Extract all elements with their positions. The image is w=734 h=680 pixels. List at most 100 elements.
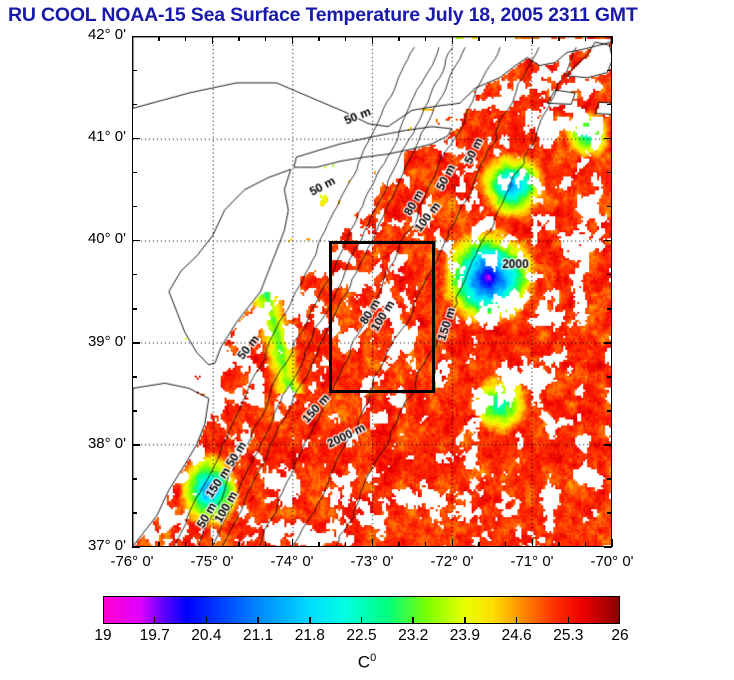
x-axis-top-minor-tick (504, 36, 507, 41)
y-axis-tick (132, 444, 140, 446)
colorbar-tick (515, 617, 518, 624)
y-axis-minor-tick (132, 308, 137, 310)
y-axis-label: 38° 0' (87, 434, 126, 452)
colorbar-tick (464, 617, 466, 624)
y-axis-minor-tick (132, 205, 137, 208)
x-axis-top-minor-tick (238, 36, 240, 41)
y-axis-tick (132, 137, 140, 140)
y-axis-label: 37° 0' (87, 537, 126, 554)
x-axis-top-minor-tick (318, 36, 320, 41)
colorbar-tick (360, 617, 363, 624)
colorbar-tick (257, 617, 259, 624)
sst-field-raster (133, 37, 611, 546)
y-axis-right-tick (604, 546, 612, 548)
y-axis-right-tick (604, 342, 612, 344)
colorbar-tick (567, 617, 570, 624)
x-axis-label: -75° 0' (190, 553, 234, 570)
units-degree-superscript: 0 (370, 652, 377, 664)
colorbar-tick-label: 26 (611, 627, 629, 644)
y-axis-label: 40° 0' (87, 230, 126, 248)
colorbar-tick-label: 21.1 (243, 627, 274, 644)
y-axis-minor-tick (132, 103, 137, 106)
y-axis-minor-tick (132, 410, 137, 412)
x-axis-tick (451, 539, 453, 547)
x-axis-top-minor-tick (478, 36, 480, 41)
y-axis-right-minor-tick (607, 410, 612, 412)
y-axis-right-minor-tick (607, 171, 612, 174)
x-axis-top-tick (531, 36, 533, 44)
colorbar-tick-label: 23.2 (398, 627, 429, 644)
colorbar-tick (205, 617, 208, 624)
y-axis-minor-tick (132, 273, 137, 276)
x-axis-top-tick (291, 36, 293, 44)
x-axis-top-minor-tick (344, 36, 347, 41)
colorbar-tick-label: 23.9 (449, 627, 480, 644)
x-axis-top-tick (131, 36, 133, 44)
y-axis-label: 42° 0' (87, 26, 126, 43)
x-axis-tick (211, 539, 213, 547)
y-axis-right-tick (604, 137, 612, 140)
x-axis-top-minor-tick (424, 36, 427, 41)
x-axis-top-minor-tick (558, 36, 560, 41)
colorbar-tick-label: 24.6 (501, 627, 532, 644)
x-axis-top-tick (451, 36, 453, 44)
y-axis-minor-tick (132, 69, 137, 72)
y-axis-minor-tick (132, 478, 137, 480)
y-axis-right-minor-tick (607, 273, 612, 276)
colorbar-tick (412, 617, 414, 624)
colorbar-tick-label: 21.8 (294, 627, 325, 644)
y-axis-right-minor-tick (607, 69, 612, 72)
x-axis-minor-tick (264, 542, 267, 547)
x-axis-minor-tick (398, 542, 400, 547)
y-axis-tick (132, 342, 140, 344)
x-axis-minor-tick (238, 542, 240, 547)
x-axis-top-minor-tick (398, 36, 400, 41)
y-axis-label: 41° 0' (87, 128, 126, 146)
x-axis-label: -76° 0' (110, 553, 154, 570)
x-axis-minor-tick (318, 542, 320, 547)
x-axis-label: -71° 0' (510, 553, 554, 570)
x-axis-minor-tick (478, 542, 480, 547)
page-title: RU COOL NOAA-15 Sea Surface Temperature … (8, 4, 638, 26)
x-axis-minor-tick (424, 542, 427, 547)
x-axis-tick (611, 539, 613, 547)
x-axis-top-minor-tick (184, 36, 187, 41)
x-axis-top-tick (371, 36, 373, 44)
x-axis-minor-tick (504, 542, 507, 547)
x-axis-minor-tick (344, 542, 347, 547)
y-axis-tick (132, 546, 140, 548)
y-axis-label: 39° 0' (87, 332, 126, 350)
y-axis-right-tick (604, 444, 612, 446)
colorbar-tick-label: 20.4 (191, 627, 222, 644)
y-axis-right-minor-tick (607, 478, 612, 480)
y-axis-right-minor-tick (607, 103, 612, 106)
y-axis-right-minor-tick (607, 512, 612, 514)
y-axis-minor-tick (132, 376, 137, 378)
x-axis-label: -72° 0' (430, 553, 474, 570)
y-axis-minor-tick (132, 512, 137, 514)
y-axis-right-tick (604, 239, 612, 242)
units-letter: C (357, 652, 371, 672)
x-axis-tick (531, 539, 533, 547)
y-axis-tick (132, 239, 140, 242)
x-axis-label: -74° 0' (270, 553, 314, 570)
colorbar-tick-label: 25.3 (553, 627, 584, 644)
x-axis-top-tick (211, 36, 213, 44)
colorbar-units-label: C0 (0, 648, 734, 673)
x-axis-label: -70° 0' (590, 553, 634, 570)
y-axis-right-minor-tick (607, 205, 612, 208)
colorbar-tick-label: 19 (94, 627, 112, 644)
y-axis-right-tick (604, 35, 612, 37)
sst-map-plot (132, 36, 612, 547)
x-axis-top-minor-tick (584, 36, 587, 41)
x-axis-top-minor-tick (264, 36, 267, 41)
x-axis-minor-tick (158, 542, 160, 547)
x-axis-minor-tick (584, 542, 587, 547)
x-axis-minor-tick (184, 542, 187, 547)
y-axis-minor-tick (132, 171, 137, 174)
colorbar-tick (309, 617, 311, 624)
x-axis-tick (131, 539, 133, 547)
y-axis-right-minor-tick (607, 376, 612, 378)
x-axis-tick (291, 539, 293, 547)
colorbar-tick-label: 22.5 (346, 627, 377, 644)
